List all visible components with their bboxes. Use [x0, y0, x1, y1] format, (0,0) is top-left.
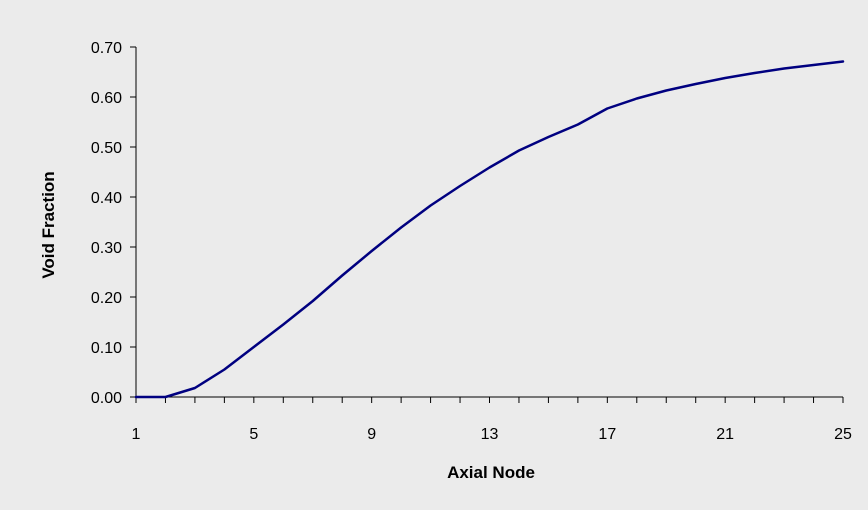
- series-group: [134, 60, 845, 399]
- y-tick-label: 0.50: [91, 140, 122, 157]
- y-tick-label: 0.10: [91, 340, 122, 357]
- y-tick-label: 0.30: [91, 240, 122, 257]
- y-tick-label: 0.40: [91, 190, 122, 207]
- y-tick-label: 0.20: [91, 290, 122, 307]
- y-tick-label: 0.60: [91, 90, 122, 107]
- x-tick-label: 17: [598, 426, 616, 443]
- x-axis-title: Axial Node: [447, 463, 535, 482]
- x-tick-label: 5: [249, 426, 258, 443]
- x-tick-label: 25: [834, 426, 852, 443]
- x-tick-label: 9: [367, 426, 376, 443]
- y-tick-label: 0.70: [91, 40, 122, 57]
- x-tick-label: 13: [481, 426, 499, 443]
- x-tick-labels: 1 5 9 13 17 21 25: [132, 426, 852, 443]
- tick-marks: [130, 46, 844, 403]
- y-axis-title: Void Fraction: [39, 171, 58, 278]
- x-tick-label: 1: [132, 426, 141, 443]
- y-tick-labels: 0.00 0.10 0.20 0.30 0.40 0.50 0.60 0.70: [91, 40, 122, 407]
- x-tick-label: 21: [716, 426, 734, 443]
- y-tick-label: 0.00: [91, 390, 122, 407]
- series-line-1: [134, 60, 845, 399]
